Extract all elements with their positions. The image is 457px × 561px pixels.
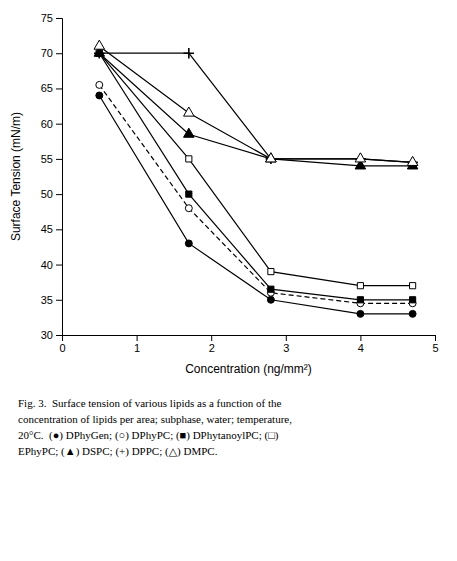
series-marker bbox=[185, 240, 192, 247]
y-tick: 45 bbox=[41, 223, 62, 235]
series bbox=[94, 40, 418, 165]
x-tick: 5 bbox=[432, 335, 438, 354]
x-tick: 4 bbox=[358, 335, 364, 354]
series-marker bbox=[268, 269, 274, 275]
x-axis-title: Concentration (ng/mm²) bbox=[185, 362, 312, 376]
y-tick-label: 75 bbox=[41, 12, 53, 24]
y-tick: 50 bbox=[41, 188, 62, 200]
series-marker bbox=[407, 157, 417, 167]
y-tick-label: 30 bbox=[41, 329, 53, 341]
y-tick: 40 bbox=[41, 259, 62, 271]
series-marker bbox=[266, 154, 276, 164]
series-line bbox=[99, 53, 412, 166]
y-tick-mark bbox=[56, 53, 62, 54]
y-axis: 30 35 40 45 50 55 60 65 70 75 bbox=[41, 12, 63, 341]
x-tick-label: 2 bbox=[209, 342, 215, 354]
series-line bbox=[99, 53, 412, 300]
y-tick-label: 40 bbox=[41, 259, 53, 271]
series-marker bbox=[410, 283, 416, 289]
series-marker bbox=[184, 48, 194, 58]
y-tick: 65 bbox=[41, 82, 62, 94]
series-marker bbox=[267, 296, 274, 303]
series bbox=[96, 81, 416, 306]
y-tick: 55 bbox=[41, 153, 62, 165]
caption: Fig. 3. Surface tension of various lipid… bbox=[18, 397, 292, 458]
x-tick-label: 0 bbox=[59, 342, 65, 354]
y-tick-label: 45 bbox=[41, 223, 53, 235]
series-marker bbox=[185, 205, 192, 212]
x-axis-line bbox=[63, 336, 436, 342]
x-tick-mark bbox=[211, 335, 212, 341]
y-tick: 75 bbox=[41, 12, 62, 24]
y-tick-label: 65 bbox=[41, 82, 53, 94]
caption-line: 20°C. (●) DPhyGen; (○) DPhyPC; (■) DPhyt… bbox=[18, 429, 279, 442]
y-tick-mark bbox=[56, 88, 62, 89]
series-marker bbox=[266, 153, 277, 162]
y-tick-mark bbox=[56, 300, 62, 301]
x-tick-mark bbox=[360, 335, 361, 341]
y-tick-mark bbox=[56, 159, 62, 160]
y-tick-label: 60 bbox=[41, 118, 53, 130]
x-axis: 0 1 2 3 4 5 bbox=[59, 335, 438, 354]
series-marker bbox=[355, 153, 366, 162]
y-axis-line bbox=[56, 19, 63, 336]
x-tick: 1 bbox=[134, 335, 140, 354]
series-marker bbox=[357, 283, 363, 289]
caption-line: concentration of lipids per area; subpha… bbox=[18, 413, 292, 425]
x-tick-mark bbox=[137, 335, 138, 341]
x-tick-label: 4 bbox=[358, 342, 364, 354]
y-axis-title: Surface Tension (mN/m) bbox=[9, 112, 23, 241]
chart: 01234530354045505560657075Concentration … bbox=[0, 0, 457, 561]
x-tick-mark bbox=[435, 335, 436, 341]
x-tick: 0 bbox=[59, 335, 65, 354]
series bbox=[96, 50, 415, 303]
y-tick-label: 35 bbox=[41, 294, 53, 306]
caption-line: Fig. 3. Surface tension of various lipid… bbox=[18, 397, 281, 409]
y-tick-mark bbox=[56, 229, 62, 230]
y-tick-mark bbox=[56, 124, 62, 125]
y-tick: 30 bbox=[41, 329, 62, 341]
caption-line: EPhyPC; (▲) DSPC; (+) DPPC; (△) DMPC. bbox=[18, 445, 218, 458]
series-line bbox=[99, 53, 412, 285]
series-marker bbox=[186, 191, 192, 197]
x-tick-label: 3 bbox=[283, 342, 289, 354]
series-marker bbox=[96, 92, 103, 99]
x-tick-label: 5 bbox=[432, 342, 438, 354]
series bbox=[94, 47, 418, 169]
series-marker bbox=[186, 156, 192, 162]
series-marker bbox=[268, 286, 274, 292]
series-layer bbox=[94, 40, 418, 317]
y-tick-label: 50 bbox=[41, 188, 53, 200]
series bbox=[96, 92, 416, 317]
series-marker bbox=[407, 156, 418, 165]
y-tick: 60 bbox=[41, 118, 62, 130]
y-tick: 35 bbox=[41, 294, 62, 306]
series-marker bbox=[409, 310, 416, 317]
x-tick: 3 bbox=[283, 335, 289, 354]
series-marker bbox=[355, 154, 365, 164]
y-tick: 70 bbox=[41, 47, 62, 59]
series bbox=[94, 48, 418, 168]
y-tick-mark bbox=[56, 265, 62, 266]
series-marker bbox=[94, 40, 105, 49]
y-tick-label: 70 bbox=[41, 47, 53, 59]
y-tick-label: 55 bbox=[41, 153, 53, 165]
series-line bbox=[99, 53, 412, 162]
y-tick-mark bbox=[56, 18, 62, 19]
plot-area: 01234530354045505560657075Concentration … bbox=[9, 12, 439, 376]
y-tick-mark bbox=[56, 194, 62, 195]
x-tick-mark bbox=[286, 335, 287, 341]
series-marker bbox=[357, 310, 364, 317]
x-tick: 2 bbox=[209, 335, 215, 354]
series-marker bbox=[184, 107, 195, 116]
series-marker bbox=[357, 297, 363, 303]
series-marker bbox=[410, 297, 416, 303]
series-line bbox=[99, 46, 412, 162]
series-marker bbox=[96, 81, 103, 88]
series-line bbox=[99, 85, 412, 303]
x-tick-label: 1 bbox=[134, 342, 140, 354]
series-marker bbox=[184, 128, 195, 137]
y-tick-mark bbox=[56, 335, 62, 336]
series bbox=[96, 50, 415, 289]
